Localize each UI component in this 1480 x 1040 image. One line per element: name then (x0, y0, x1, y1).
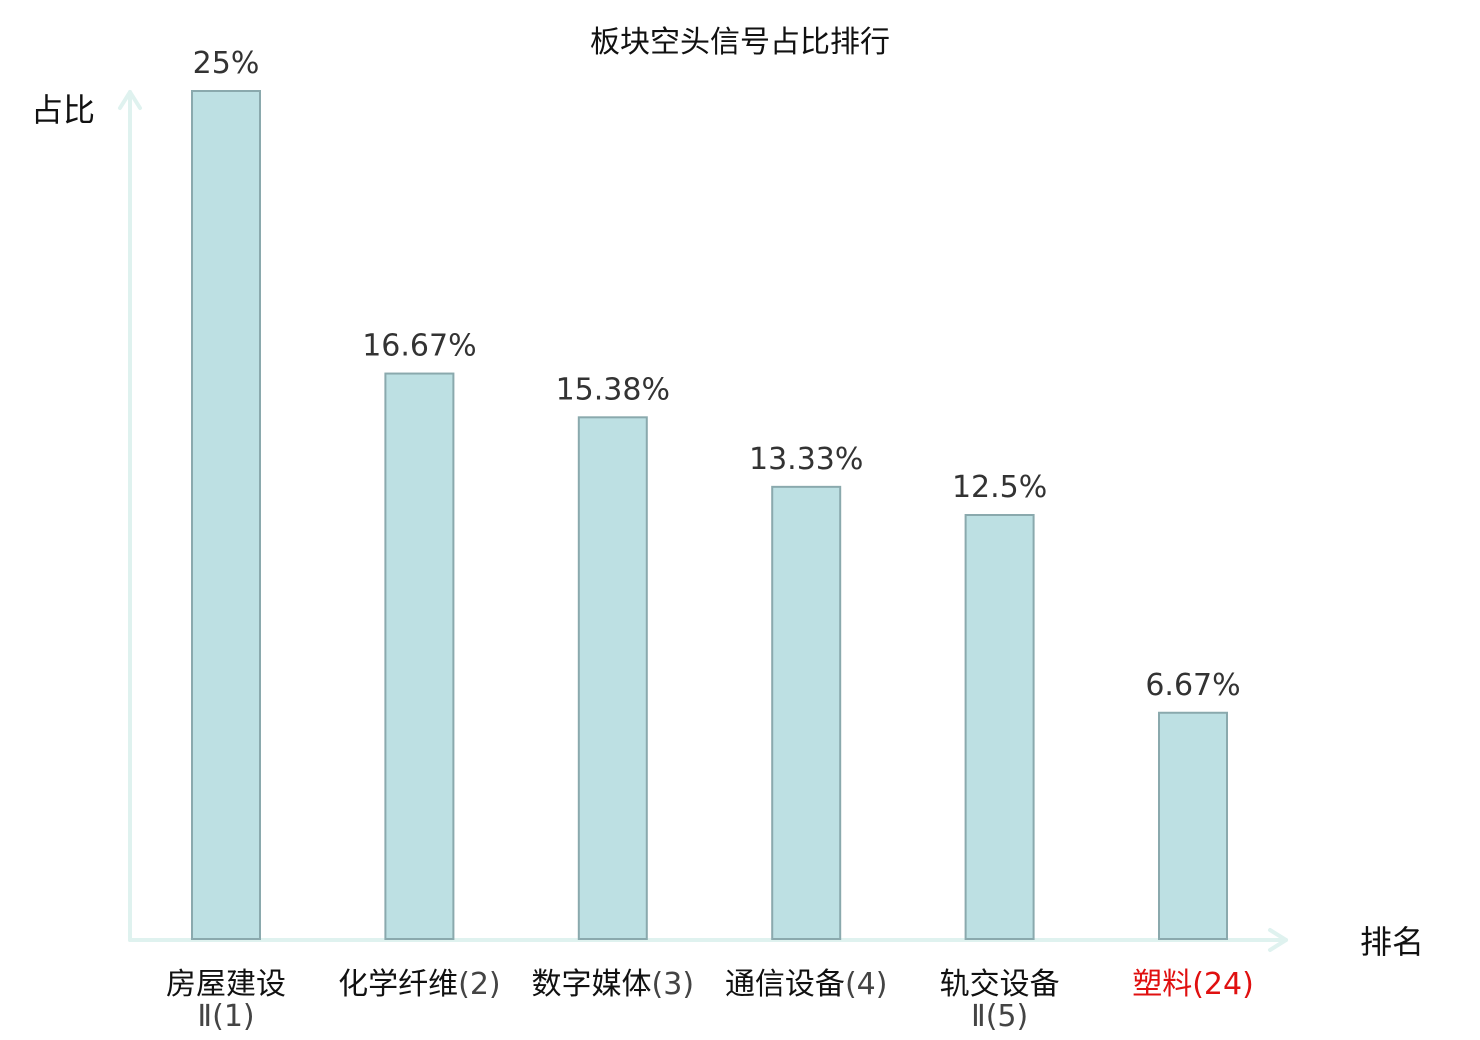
category-name: 轨交设备 (940, 967, 1060, 1002)
category-rank: (24) (1192, 967, 1254, 1002)
x-axis-arrow (1268, 928, 1288, 952)
y-axis-title: 占比 (31, 91, 95, 129)
bar-1 (191, 90, 261, 940)
value-label-3: 15.38% (556, 372, 670, 407)
bar-6 (1158, 711, 1228, 940)
category-name: 数字媒体 (532, 967, 652, 1002)
value-label-6: 6.67% (1145, 668, 1240, 703)
category-label-1: 房屋建设 Ⅱ(1) (166, 967, 286, 1034)
bars-group (191, 90, 1228, 940)
value-label-1: 25% (193, 46, 260, 81)
axes (118, 90, 1288, 952)
value-label-4: 13.33% (749, 442, 863, 477)
category-rank: (4) (845, 967, 888, 1002)
category-rank: Ⅱ(5) (971, 999, 1028, 1034)
category-rank: (3) (652, 967, 695, 1002)
category-label-4: 通信设备(4) (725, 967, 888, 1002)
category-label-6: 塑料(24) (1132, 967, 1254, 1002)
category-name: 化学纤维 (338, 967, 458, 1002)
category-rank: (2) (458, 967, 501, 1002)
category-label-2: 化学纤维(2) (338, 967, 501, 1002)
category-name: 通信设备 (725, 967, 845, 1002)
category-label-3: 数字媒体(3) (532, 967, 695, 1002)
bar-4 (771, 485, 842, 940)
value-label-2: 16.67% (362, 329, 476, 364)
value-labels-group: 25% 16.67% 15.38% 13.33% 12.5% 6.67% (193, 46, 1241, 703)
value-label-5: 12.5% (952, 470, 1047, 505)
category-labels-group: 房屋建设 Ⅱ(1)化学纤维(2) 数字媒体(3) 通信设备(4) 轨交设备 Ⅱ(5)塑料(… (166, 967, 1254, 1034)
category-rank: Ⅱ(1) (197, 999, 254, 1034)
x-axis-title: 排名 (1360, 923, 1424, 961)
y-axis-arrow (118, 90, 142, 110)
category-name: 房屋建设 (166, 967, 286, 1002)
category-label-5: 轨交设备 Ⅱ(5) (940, 967, 1060, 1034)
bar-5 (964, 514, 1035, 940)
bar-3 (577, 416, 648, 940)
chart-title: 板块空头信号占比排行 (590, 25, 890, 60)
category-name: 塑料 (1132, 967, 1192, 1002)
bar-2 (384, 372, 455, 940)
